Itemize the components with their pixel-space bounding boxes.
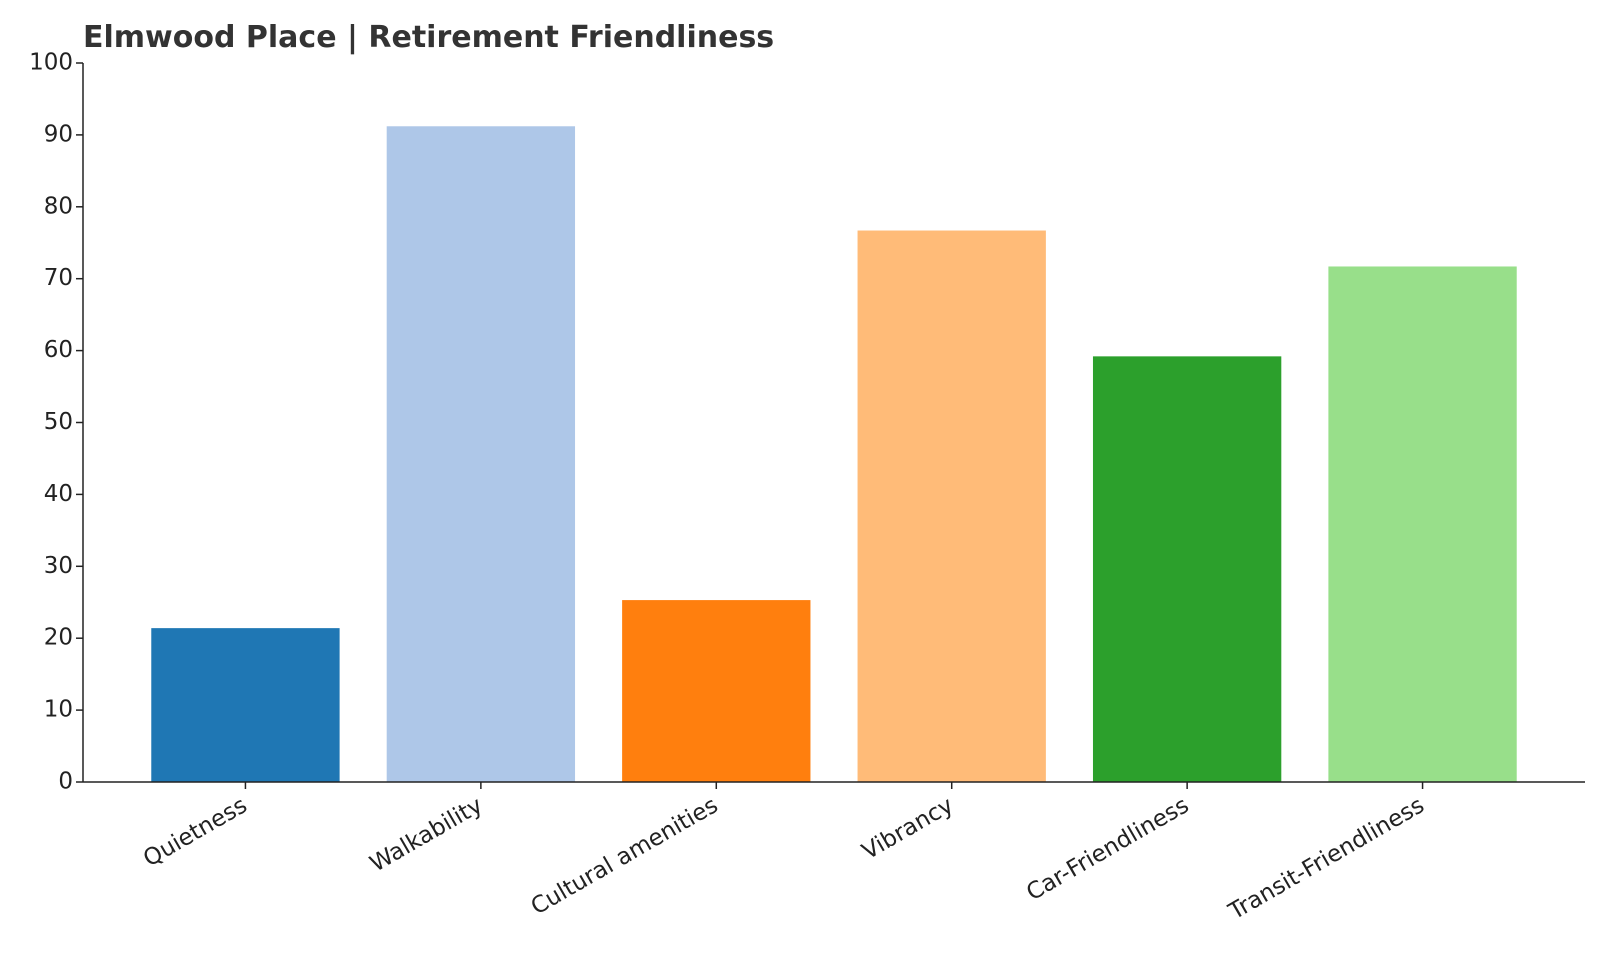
y-tick-label: 90 [44, 121, 73, 147]
chart-title: Elmwood Place | Retirement Friendliness [83, 20, 774, 55]
x-tick-label: Cultural amenities [527, 792, 723, 920]
x-tick-label: Transit-Friendliness [1224, 792, 1429, 925]
y-tick-label: 40 [44, 481, 73, 507]
bar [857, 230, 1046, 783]
bar [622, 600, 811, 782]
y-tick-label: 10 [44, 697, 73, 723]
y-tick-label: 100 [29, 50, 73, 76]
x-tick-label: Car-Friendliness [1022, 792, 1193, 906]
y-tick-label: 0 [58, 769, 73, 795]
y-tick-label: 20 [44, 625, 73, 651]
bar [386, 126, 576, 783]
y-tick-label: 60 [44, 337, 73, 363]
x-tick-label: Vibrancy [858, 792, 958, 865]
y-tick-label: 30 [44, 553, 73, 579]
x-tick-label: Walkability [366, 792, 487, 877]
y-tick-label: 50 [44, 409, 73, 435]
y-tick-label: 80 [44, 193, 73, 219]
x-tick-label: Quietness [139, 792, 252, 872]
bar [1092, 356, 1282, 782]
bar [1328, 266, 1517, 782]
y-tick-label: 70 [44, 265, 73, 291]
bar [151, 628, 340, 782]
